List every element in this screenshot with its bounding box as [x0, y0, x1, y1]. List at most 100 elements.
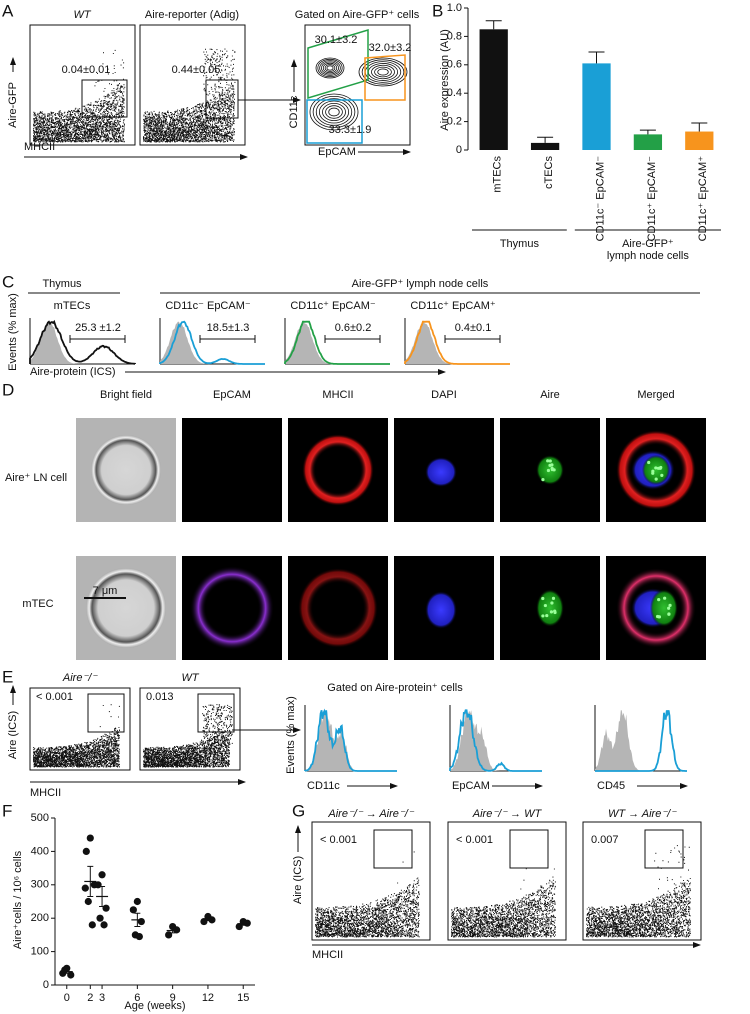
x-tick-label: 3: [99, 992, 105, 1004]
panel-letter: D: [2, 380, 14, 399]
column-title: DAPI: [431, 389, 457, 401]
bar: [582, 63, 611, 150]
speckle: [658, 466, 662, 470]
data-point: [84, 897, 92, 906]
y-axis-label: CD11c: [288, 95, 300, 128]
speckle: [654, 477, 658, 481]
data-point: [133, 897, 141, 906]
plot-frame: [29, 24, 136, 146]
contour: [358, 57, 408, 87]
cell: [190, 566, 274, 650]
error-bar: [204, 917, 211, 922]
contour: [371, 64, 395, 80]
nucleus: [425, 591, 457, 629]
plot-title: Aire⁻/⁻ → WT: [472, 808, 543, 820]
x-axis-label: Age (weeks): [124, 1000, 185, 1012]
contour: [312, 95, 356, 129]
data-point: [165, 931, 173, 939]
error-bar: [87, 865, 94, 897]
y-axis-label: Aire expression (AU): [439, 29, 451, 130]
bar: [633, 134, 663, 150]
row-title: Aire⁺ LN cell: [5, 472, 67, 484]
gate: [87, 693, 125, 733]
gate: [509, 829, 549, 869]
nucleus: [536, 455, 564, 485]
plot-title: Gated on Aire-protein⁺ cells: [327, 682, 463, 694]
speckle: [667, 606, 671, 610]
y-tick-label: 100: [31, 946, 49, 958]
data-point: [129, 906, 137, 914]
plot-frame: [139, 687, 241, 771]
data-point: [208, 916, 216, 924]
x-axis-label: EpCAM: [318, 146, 356, 158]
speckle: [541, 478, 545, 482]
plot-title: CD11c⁺ EpCAM⁺: [410, 300, 496, 312]
x-tick-label: 6: [134, 992, 140, 1004]
panel-letter: A: [2, 1, 14, 20]
speckle: [541, 614, 545, 618]
y-axis-label: Aire (ICS): [292, 856, 304, 904]
control-histogram: [305, 710, 397, 771]
y-tick-label: 0: [43, 979, 49, 991]
x-axis-label: CD11c: [307, 780, 340, 792]
y-tick-label: 1.0: [447, 2, 462, 14]
contour: [319, 60, 341, 76]
dot-cloud: [143, 48, 236, 143]
contour: [377, 68, 389, 76]
gate-value: 0.013: [146, 691, 174, 703]
gate-value: 0.04±0.01: [62, 64, 111, 76]
gate-value: 30.1±3.2: [315, 34, 358, 46]
speckle: [541, 596, 545, 601]
y-tick-label: 0.8: [447, 30, 462, 42]
y-tick-label: 300: [31, 879, 49, 891]
x-tick-label: CD11c⁻ EpCAM⁻: [594, 156, 606, 242]
plot-frame: [139, 24, 246, 146]
group-label: lymph node cells: [607, 250, 689, 262]
gate: [373, 829, 413, 869]
group-label: Thymus: [500, 238, 540, 250]
speckle: [550, 463, 554, 467]
column-title: Bright field: [100, 389, 152, 401]
data-point: [243, 919, 251, 927]
speckle: [657, 598, 661, 602]
cell: [298, 568, 378, 648]
contour: [326, 65, 334, 71]
scale-bar-label: 7 μm: [93, 585, 118, 597]
panel-letter: C: [2, 272, 14, 291]
x-tick-label: CD11c⁺ EpCAM⁺: [697, 156, 709, 242]
y-axis-label: Aire-GFP: [7, 82, 19, 128]
cell: [86, 568, 166, 648]
speckle: [655, 614, 660, 619]
histogram-line: [159, 320, 265, 365]
speckle: [549, 610, 554, 614]
gate: [81, 79, 128, 118]
plot-frame: [582, 821, 702, 941]
x-axis-label: EpCAM: [452, 780, 490, 792]
x-tick-label: 2: [87, 992, 93, 1004]
plot-frame: [447, 821, 567, 941]
dot-cloud: [315, 851, 420, 938]
control-histogram: [405, 321, 510, 364]
speckle: [551, 596, 556, 600]
data-point: [82, 847, 90, 856]
dot-cloud: [451, 868, 556, 938]
data-point: [137, 917, 145, 926]
speckle: [663, 596, 667, 600]
panel-letter: B: [432, 1, 443, 20]
data-point: [96, 914, 104, 922]
column-title: EpCAM: [213, 389, 251, 401]
contour: [321, 61, 339, 75]
speckle: [543, 603, 547, 608]
error-bar: [134, 912, 141, 928]
plot-title: mTECs: [54, 300, 91, 312]
gate: [197, 693, 235, 733]
y-tick-label: 0: [456, 144, 462, 156]
error-bar: [588, 51, 605, 64]
data-point: [100, 921, 108, 929]
speckle: [660, 473, 664, 477]
micrograph: [182, 418, 282, 522]
x-axis-label: MHCII: [312, 949, 343, 961]
x-axis-label: Aire-protein (ICS): [30, 366, 116, 378]
error-bar: [639, 129, 656, 135]
y-tick-label: 0.4: [447, 87, 462, 99]
